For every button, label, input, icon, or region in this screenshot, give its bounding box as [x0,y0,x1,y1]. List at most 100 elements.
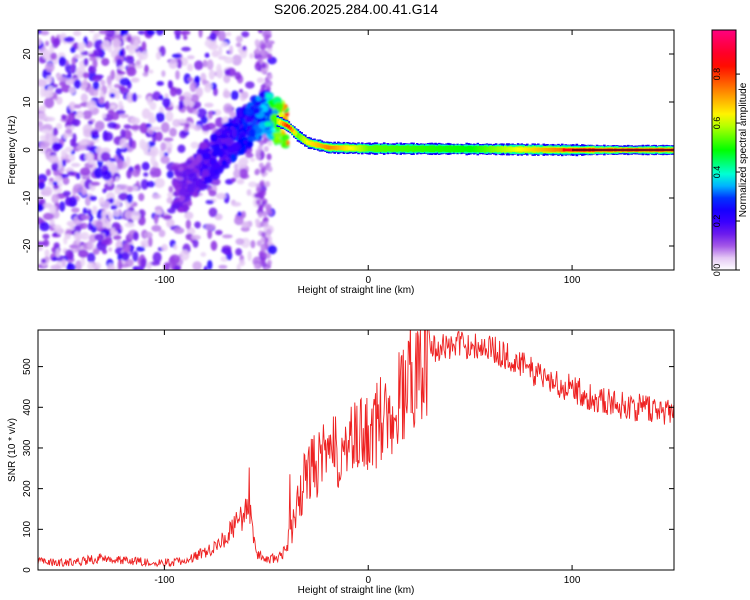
spectrogram-band-cell [182,179,188,188]
spectrogram-ridge-cell [557,148,560,151]
spectrogram-noise-cell [62,177,70,185]
spectrogram-ridge-cell [549,148,553,151]
spectrogram-noise-cell [180,57,189,66]
spectrogram-noise-cell [192,238,199,248]
spectrogram-noise-cell [55,122,63,130]
spectrogram-band-cell [253,107,261,115]
snr-frame [37,329,675,571]
spectrogram-ridge-cell [287,125,291,128]
spectrogram-band-cell [213,162,221,169]
spectrogram-ridge-cell [359,147,362,150]
spectrogram-noise-cell [71,56,77,66]
spectrogram-noise-cell [247,250,252,262]
spectrogram-noise-cell [162,214,173,220]
spectrogram-band-cell [230,153,236,163]
spectrogram-noise-cell [86,100,97,111]
snr-x-label: Height of straight line (km) [298,585,415,596]
spectrogram-noise-cell [84,152,95,162]
spectrogram-noise-cell [61,159,67,167]
spectrogram-noise-cell [73,79,82,89]
spectrogram-noise-cell [233,169,241,179]
spectrogram-ridge-cell [419,147,423,150]
spectrogram-noise-cell [260,257,266,264]
spectrogram-ridge-cell [498,148,502,151]
spectrogram-noise-cell [88,195,97,201]
spectrogram-ridge-cell [485,148,489,151]
spectrogram-noise-cell [171,53,182,59]
spectrogram-noise-cell [111,88,117,94]
spectrogram-noise-cell [204,52,210,58]
spectrogram-noise-cell [134,64,144,69]
spectrogram-noise-cell [260,237,266,244]
spectrogram-noise-cell [217,30,226,42]
spectrogram-ridge-cell [562,148,566,151]
spectrogram-noise-cell [114,30,120,36]
spectrogram-ridge-cell [327,146,331,149]
spectrogram-noise-cell [73,30,82,37]
spectrogram-noise-cell [143,231,153,239]
spectrogram-noise-cell [223,56,235,64]
spectrogram-ridge-cell [362,147,366,150]
spectrogram-noise-cell [267,166,273,173]
spectrogram-noise-cell [261,190,267,197]
spectrogram-ridge-cell [542,148,546,151]
spectrogram-noise-cell [82,72,90,79]
spectrogram-noise-cell [94,48,103,58]
spectrogram-noise-cell [184,122,191,128]
colorbar-label: Normalized spectral amplitude [738,82,749,217]
spectrogram-ridge-cell [282,122,285,125]
spectrogram-noise-cell [173,265,181,270]
spectrogram-band-cell [170,204,180,210]
spectrogram-ridge-cell [509,148,513,151]
spectrogram-noise-cell [168,59,178,70]
spectrogram-noise-cell [75,234,81,244]
spectrogram-noise-cell [143,172,149,177]
spectrogram-noise-cell [173,244,178,251]
spectrogram-band-cell [246,140,254,148]
spectrogram-noise-cell [266,227,272,234]
spectrogram-ridge-cell [476,148,480,151]
spectrogram-noise-cell [258,205,264,212]
spectrogram-ridge-cell [382,147,386,150]
spectrogram-marks [38,30,674,270]
spectrogram-noise-cell [140,179,149,190]
spectrogram-ridge-cell [540,148,544,151]
spectrogram-noise-cell [255,221,261,228]
spectrogram-noise-cell [256,240,262,247]
spectrogram-ridge-cell [386,147,390,150]
spectrogram-noise-cell [80,256,86,267]
spectrogram-noise-cell [215,192,227,200]
snr-x-ticks: -100 0 100 [154,330,581,586]
spectrogram-noise-cell [218,45,223,57]
spectrogram-band-cell [198,141,208,150]
spectrogram-noise-cell [155,51,162,61]
spectrogram-noise-cell [126,169,132,179]
spectrogram-ridge-cell [375,147,379,150]
spectrogram-ridge-cell [511,148,514,151]
spectrogram-noise-cell [132,140,137,150]
spectrogram-ridge-cell [370,147,373,150]
spectrogram-noise-cell [112,38,122,48]
spectrogram-noise-cell [71,119,79,126]
spectrogram-band-cell [251,96,257,105]
spectrogram-noise-cell [51,136,59,144]
spectrogram-noise-cell [266,154,272,161]
spectrogram-ridge-cell [366,147,369,150]
spectrogram-noise-cell [39,30,50,36]
spectrogram-noise-cell [53,142,63,150]
spectrogram-noise-cell [148,69,154,74]
spectrogram-noise-cell [88,66,97,74]
spectrogram-noise-cell [92,205,98,212]
spectrogram-noise-cell [198,30,203,38]
spectrogram-noise-cell [55,247,60,258]
spectrogram-noise-cell [38,246,44,252]
spectrogram-noise-cell [185,233,193,241]
spectrogram-ridge-cell [491,148,494,151]
spectrogram-noise-cell [130,124,141,131]
spectrogram-noise-cell [44,40,50,47]
spectrogram-noise-cell [44,62,55,73]
spectrogram-ridge-cell [326,146,329,149]
spectrogram-band-cell [258,92,267,99]
spectrogram-noise-cell [223,103,233,114]
spectrogram-x-label: Height of straight line (km) [298,285,415,296]
